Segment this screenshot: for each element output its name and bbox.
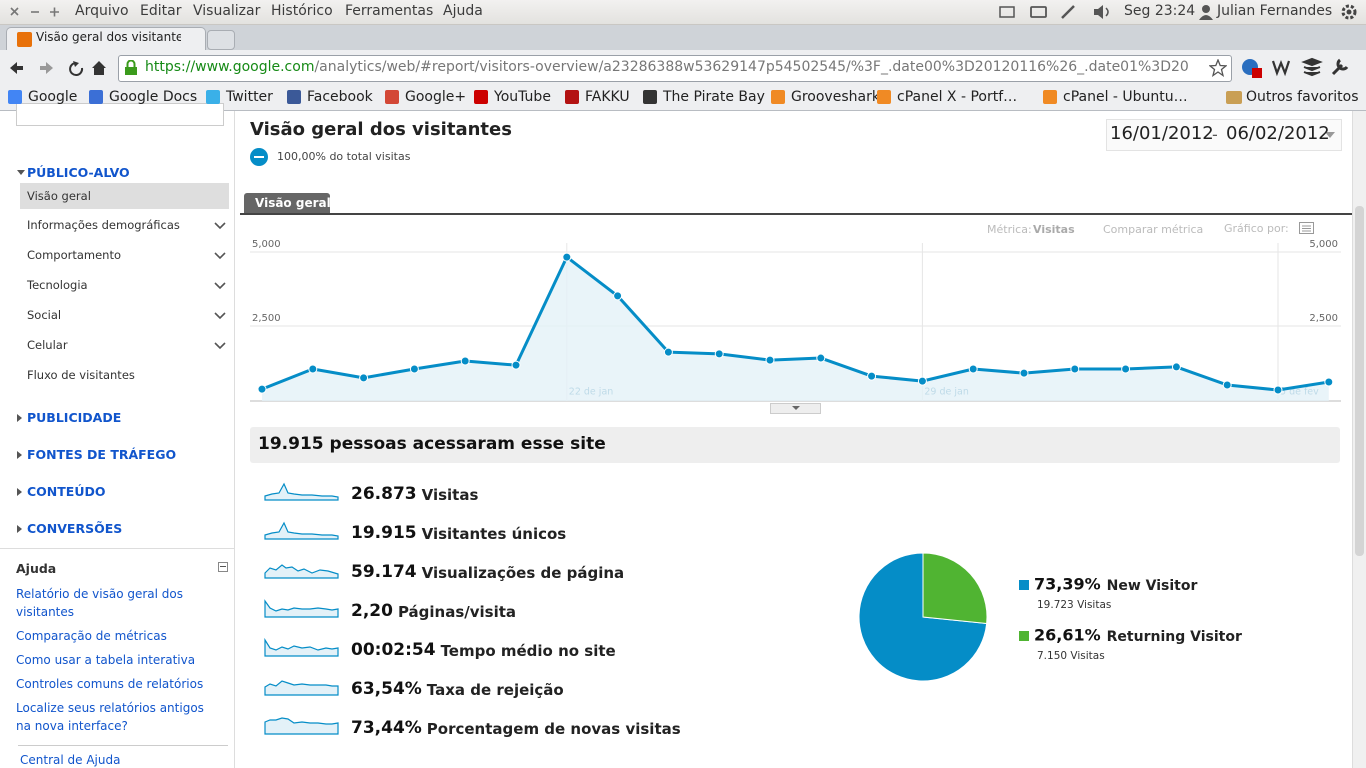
- selected-item: [20, 183, 229, 209]
- point: [765, 355, 775, 365]
- legend-value: 26,61%: [1034, 626, 1101, 645]
- expand-arrow: [17, 170, 25, 175]
- address-bar[interactable]: [118, 55, 1232, 82]
- tab-strip: [0, 25, 1366, 51]
- new-tab[interactable]: [207, 30, 235, 50]
- extension-icons[interactable]: [1240, 56, 1360, 82]
- search-box[interactable]: [16, 103, 224, 126]
- metric-label: Visualizações de página: [421, 564, 625, 582]
- metric-value: 00:02:54: [351, 640, 436, 660]
- metric-label: Visitas: [421, 486, 479, 504]
- metric-label: Tempo médio no site: [440, 642, 616, 660]
- tray-icons: [999, 5, 1109, 19]
- report-title: Visão geral dos visitantes: [250, 119, 512, 140]
- tab[interactable]: [6, 27, 206, 51]
- user-icon: [1199, 5, 1213, 20]
- legend-name: Returning Visitor: [1107, 629, 1242, 645]
- legend-swatch: [1019, 631, 1029, 641]
- sidebar: [0, 103, 235, 768]
- point: [1019, 368, 1029, 378]
- toolbar: [0, 50, 1366, 86]
- chart-handle[interactable]: [770, 403, 821, 414]
- pie-chart: 73,39% New Visitor 19.723 Visitas 26,61% Ret…: [858, 552, 1242, 682]
- tab-line: [240, 213, 1352, 215]
- point: [511, 360, 521, 370]
- pie-slice: [922, 552, 988, 625]
- divider: [18, 745, 228, 746]
- point: [359, 373, 369, 383]
- y-tick-label: 5,000: [252, 239, 281, 250]
- window-buttons: [10, 7, 59, 17]
- nav-buttons[interactable]: [6, 59, 111, 77]
- date-picker[interactable]: [1106, 119, 1342, 151]
- point: [968, 364, 978, 374]
- y2-tick-label: 2,500: [1309, 313, 1338, 324]
- point: [562, 252, 572, 262]
- y-tick-label: 2,500: [252, 313, 281, 324]
- metric-value: 19.915: [351, 523, 417, 543]
- point: [917, 376, 927, 386]
- point: [1121, 364, 1131, 374]
- legend-count: 7.150 Visitas: [1037, 650, 1105, 662]
- point: [257, 384, 267, 394]
- legend-count: 19.723 Visitas: [1037, 599, 1111, 611]
- line: [261, 255, 1330, 392]
- metric-value: 2,20: [351, 601, 393, 621]
- metric-value: 59.174: [351, 562, 417, 582]
- folder-icon: [1226, 91, 1242, 104]
- metric-label: Visitantes únicos: [421, 525, 567, 543]
- lock-icon: [125, 60, 137, 75]
- collapse-box[interactable]: [218, 562, 228, 572]
- gear-icon[interactable]: [1340, 3, 1358, 21]
- point: [714, 349, 724, 359]
- point: [308, 364, 318, 374]
- metric-value: 63,54%: [351, 679, 422, 699]
- point: [1273, 385, 1283, 395]
- favicon: [17, 32, 32, 47]
- point: [1171, 362, 1181, 372]
- point: [460, 356, 470, 366]
- point: [1324, 377, 1334, 387]
- star-icon[interactable]: [1209, 59, 1227, 77]
- segment-icon: [250, 148, 268, 166]
- segment-label: 100,00% do total visitas: [277, 150, 411, 163]
- legend-swatch: [1019, 580, 1029, 590]
- scrollbar[interactable]: [1352, 111, 1366, 768]
- menu-bar: [0, 0, 1366, 25]
- metric-label: Porcentagem de novas visitas: [426, 720, 681, 738]
- metric-value: 73,44%: [351, 718, 422, 738]
- metric-label: Páginas/visita: [397, 603, 517, 621]
- sparklines: [264, 482, 339, 735]
- legend-value: 73,39%: [1034, 575, 1101, 594]
- point: [1222, 380, 1232, 390]
- point: [613, 291, 623, 301]
- point: [1070, 364, 1080, 374]
- point: [663, 347, 673, 357]
- y2-tick-label: 5,000: [1309, 239, 1338, 250]
- point: [816, 353, 826, 363]
- summary-bar: [250, 427, 1340, 463]
- point: [867, 371, 877, 381]
- report-tab[interactable]: [244, 193, 330, 213]
- scroll-thumb[interactable]: [1355, 206, 1364, 556]
- metric-label: Taxa de rejeição: [426, 681, 564, 699]
- point: [409, 364, 419, 374]
- area: [262, 257, 1329, 401]
- legend-name: New Visitor: [1107, 578, 1198, 594]
- metric-value: 26.873: [351, 484, 417, 504]
- bookmarks-bar: [0, 86, 1366, 111]
- graph-by-icon[interactable]: [1299, 222, 1315, 234]
- divider: [0, 548, 234, 549]
